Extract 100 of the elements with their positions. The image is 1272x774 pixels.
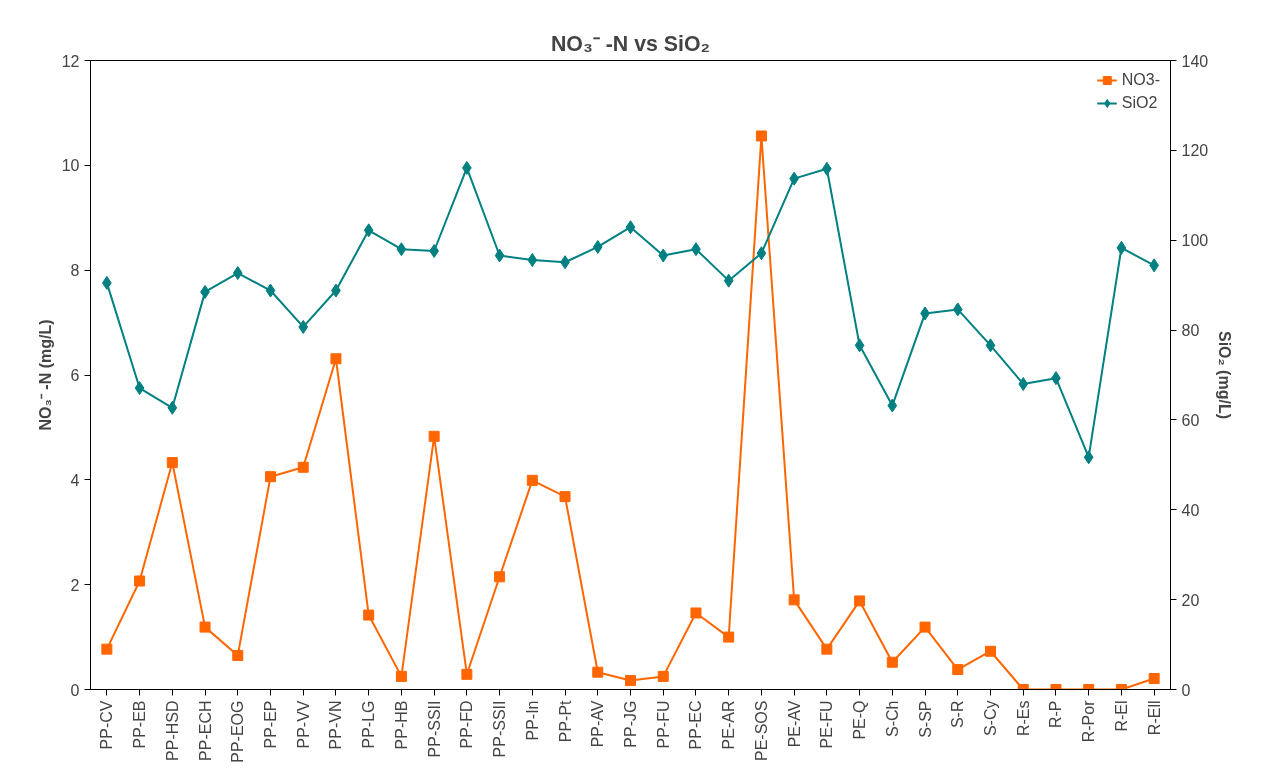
point — [559, 491, 571, 503]
legend-label: SiO2 — [1121, 94, 1158, 112]
point — [625, 220, 636, 235]
point — [788, 594, 800, 606]
y2-tick-label: 0 — [1181, 681, 1191, 699]
point — [1018, 376, 1029, 391]
x-tick-label: PP-SSII — [491, 700, 509, 758]
chart-title: NO₃⁻ -N vs SiO₂ — [550, 31, 711, 56]
legend-label: NO3- — [1121, 71, 1160, 89]
point — [461, 668, 473, 680]
point — [592, 239, 603, 254]
x-tick-label: PP-VV — [294, 700, 312, 749]
y-tick-label: 8 — [70, 262, 80, 280]
y2-axis-title: SiO₂ (mg/L) — [1216, 331, 1234, 419]
point — [1083, 450, 1094, 465]
x-tick-label: PP-In — [523, 700, 541, 741]
point — [363, 223, 374, 238]
x-tick-label: S-R — [949, 700, 967, 729]
point — [985, 338, 996, 353]
x-tick-label: PP-EP — [262, 700, 279, 749]
point — [265, 283, 276, 298]
x-tick-label: R-P — [1047, 700, 1065, 729]
point — [985, 645, 996, 657]
point — [167, 400, 178, 415]
point — [919, 621, 931, 633]
point — [298, 319, 309, 334]
x-tick-label: PP-VN — [327, 700, 345, 750]
x-tick-label: PP-FD — [458, 700, 476, 749]
x-tick-label: S-SP — [916, 700, 934, 738]
point — [363, 609, 375, 621]
point — [723, 273, 734, 288]
y2-tick-label: 60 — [1181, 411, 1200, 429]
x-tick-label: PP-CV — [98, 700, 116, 750]
y-axis-title: NO₃⁻ -N (mg/L) — [36, 319, 54, 431]
y-tick-label: 4 — [70, 471, 80, 489]
point — [396, 242, 407, 257]
point — [887, 398, 898, 413]
point — [690, 607, 702, 619]
y2-tick-label: 20 — [1181, 591, 1200, 609]
point — [395, 670, 407, 682]
x-tick-label: PE-SOS — [752, 700, 770, 761]
point — [134, 381, 145, 396]
point — [428, 430, 440, 442]
x-tick-label: PP-JG — [622, 700, 639, 748]
x-tick-label: PP-EOG — [229, 700, 247, 763]
x-tick-label: PP-ECH — [196, 700, 214, 761]
point — [854, 595, 866, 607]
y-tick-label: 2 — [70, 576, 80, 594]
y2-tick-label: 80 — [1181, 322, 1200, 340]
x-tick-label: PP-Pt — [556, 699, 574, 743]
x-tick-label: PE-AR — [720, 700, 738, 750]
point — [265, 471, 276, 483]
x-tick-label: PE-Q — [851, 700, 869, 740]
x-tick-label: PP-FU — [654, 700, 672, 749]
x-tick-label: R-Es — [1014, 700, 1032, 737]
x-tick-label: R-Por — [1080, 699, 1098, 743]
point — [494, 248, 505, 263]
point — [821, 643, 833, 655]
x-tick-label: PP-AV — [589, 700, 607, 748]
x-tick-label: PP-HSD — [163, 700, 181, 761]
x-tick-label: PP-HB — [392, 700, 410, 750]
x-tick-label: PE-FU — [818, 700, 836, 749]
point — [297, 461, 309, 473]
point — [134, 575, 146, 587]
point — [527, 252, 538, 267]
x-tick-label: PP-LG — [360, 700, 378, 749]
x-tick-label: S-Cy — [982, 700, 999, 737]
x-tick-label: PP-EC — [687, 700, 705, 750]
point — [1148, 672, 1160, 684]
x-tick-label: R-Ell — [1145, 700, 1163, 736]
point — [723, 631, 735, 643]
point — [952, 664, 964, 676]
point — [199, 621, 211, 633]
y-tick-label: 6 — [70, 367, 80, 384]
point — [526, 474, 538, 486]
point — [429, 244, 439, 258]
point — [494, 571, 506, 583]
point — [592, 666, 604, 678]
x-tick-label: S-Ch — [883, 700, 901, 737]
point — [101, 643, 113, 655]
point — [755, 130, 767, 142]
point — [1116, 240, 1127, 255]
y-tick-label: 10 — [61, 157, 80, 175]
y2-tick-label: 120 — [1181, 142, 1209, 160]
y-tick-label: 0 — [70, 681, 80, 699]
x-tick-label: R-El — [1112, 700, 1130, 732]
point — [886, 656, 898, 668]
x-tick-label: PE-AV — [785, 700, 803, 748]
point — [952, 302, 963, 317]
y2-tick-label: 40 — [1181, 501, 1200, 519]
y2-tick-label: 100 — [1181, 232, 1209, 250]
point — [232, 649, 244, 661]
point — [658, 248, 669, 263]
point — [756, 246, 767, 261]
point — [232, 266, 243, 281]
point — [166, 457, 178, 469]
x-tick-label: PP-EB — [131, 700, 149, 749]
point — [330, 353, 342, 365]
y2-tick-label: 140 — [1181, 52, 1209, 70]
point — [625, 675, 636, 687]
